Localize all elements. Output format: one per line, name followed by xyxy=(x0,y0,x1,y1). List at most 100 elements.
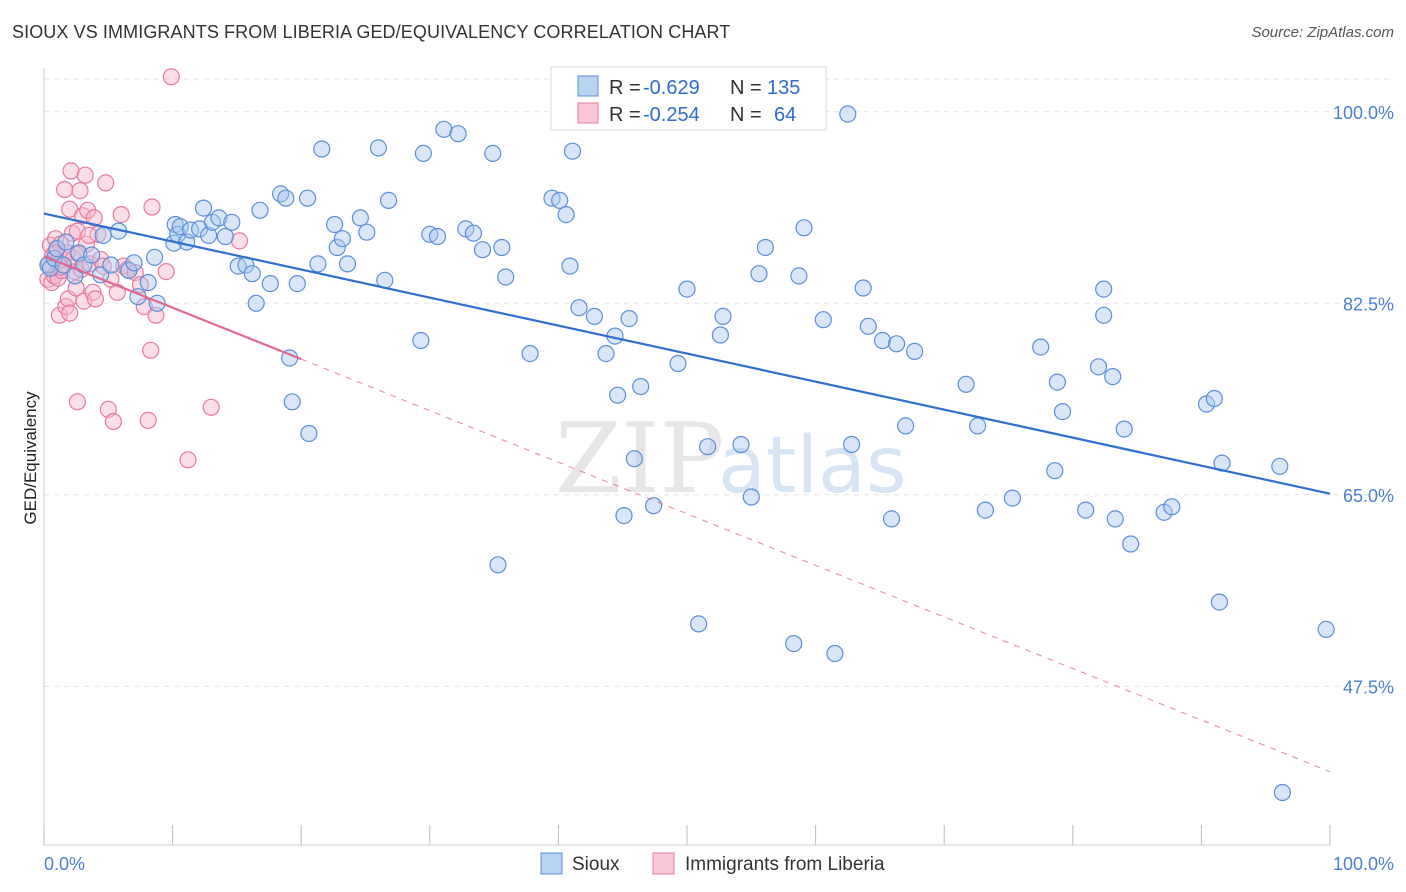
sioux-point xyxy=(261,275,279,293)
liberia-point xyxy=(76,166,94,184)
legend-r-value-liberia: -0.254 xyxy=(643,104,700,126)
sioux-point xyxy=(968,417,987,435)
sioux-point xyxy=(1046,462,1064,480)
sioux-point xyxy=(1095,280,1113,298)
sioux-point xyxy=(139,273,157,292)
sioux-point xyxy=(785,634,803,653)
liberia-trend-line xyxy=(43,255,302,361)
y-tick-label-1: 65.0% xyxy=(1343,486,1394,506)
chart-title: SIOUX VS IMMIGRANTS FROM LIBERIA GED/EQU… xyxy=(12,22,731,42)
sioux-point xyxy=(826,644,844,663)
sioux-point xyxy=(1104,368,1122,386)
sioux-point xyxy=(216,227,234,246)
liberia-point xyxy=(139,411,157,429)
liberia-point xyxy=(104,412,123,431)
sioux-points xyxy=(39,105,1335,802)
liberia-point xyxy=(85,209,103,227)
sioux-point xyxy=(839,105,857,123)
liberia-point xyxy=(97,174,115,192)
sioux-point xyxy=(243,265,261,283)
x-ticks xyxy=(43,825,1331,845)
sioux-point xyxy=(358,223,376,241)
liberia-point xyxy=(50,306,69,324)
source-label: Source: ZipAtlas.com xyxy=(1251,24,1394,41)
sioux-point xyxy=(435,120,453,138)
bottom-legend-label-sioux: Sioux xyxy=(572,854,620,875)
sioux-point xyxy=(57,233,75,251)
sioux-point xyxy=(976,501,995,519)
bottom-legend: Sioux Immigrants from Liberia xyxy=(540,852,885,875)
sioux-point xyxy=(859,317,877,335)
sioux-point xyxy=(223,213,241,231)
legend-n-label-sioux: N = xyxy=(730,77,762,99)
sioux-point xyxy=(82,246,101,264)
sioux-point xyxy=(449,125,467,143)
sioux-point xyxy=(338,255,357,273)
bottom-legend-swatch-liberia xyxy=(652,852,675,875)
sioux-point xyxy=(561,257,579,275)
sioux-point xyxy=(957,375,975,393)
sioux-point xyxy=(473,241,492,259)
sioux-point xyxy=(299,189,317,207)
sioux-point xyxy=(873,331,892,350)
sioux-point xyxy=(1053,403,1072,421)
sioux-point xyxy=(428,227,447,246)
sioux-point xyxy=(678,280,696,298)
liberia-point xyxy=(202,398,220,416)
sioux-point xyxy=(1003,489,1022,507)
sioux-point xyxy=(497,268,515,286)
sioux-point xyxy=(48,240,66,258)
liberia-point xyxy=(162,68,180,86)
sioux-point xyxy=(557,206,575,224)
y-tick-labels: 47.5% 65.0% 82.5% 100.0% xyxy=(1333,103,1394,698)
liberia-point xyxy=(62,162,80,180)
sioux-point xyxy=(1163,498,1181,516)
sioux-point xyxy=(854,279,872,297)
x-tick-label-min: 0.0% xyxy=(44,854,85,874)
bottom-legend-label-liberia: Immigrants from Liberia xyxy=(685,854,885,875)
sioux-point xyxy=(711,326,730,344)
sioux-point xyxy=(1089,358,1108,376)
bottom-legend-swatch-sioux xyxy=(540,852,563,875)
sioux-trend-line xyxy=(43,212,1331,495)
legend-n-value-sioux: 135 xyxy=(767,77,800,99)
sioux-point xyxy=(464,224,483,242)
sioux-point xyxy=(896,417,915,435)
sioux-point xyxy=(489,556,507,574)
sioux-point xyxy=(698,438,717,456)
watermark-atlas: atlas xyxy=(718,421,907,511)
sioux-point xyxy=(1115,420,1133,438)
sioux-point xyxy=(521,345,539,363)
sioux-point xyxy=(790,267,808,285)
sioux-point xyxy=(41,259,60,277)
sioux-point xyxy=(146,248,164,266)
liberia-point xyxy=(157,263,175,281)
sioux-point xyxy=(414,144,432,162)
sioux-point xyxy=(380,191,398,209)
sioux-point xyxy=(597,345,615,363)
sioux-point xyxy=(905,342,924,360)
legend-r-value-sioux: -0.629 xyxy=(643,77,700,99)
sioux-point xyxy=(171,218,189,236)
sioux-point xyxy=(300,424,318,443)
y-tick-label-2: 82.5% xyxy=(1343,294,1394,314)
sioux-point xyxy=(333,230,351,248)
sioux-point xyxy=(551,191,569,209)
liberia-point xyxy=(61,304,79,322)
x-tick-label-max: 100.0% xyxy=(1333,854,1394,874)
sioux-point xyxy=(277,189,295,207)
y-axis-label: GED/Equivalency xyxy=(21,391,40,525)
sioux-point xyxy=(247,294,265,312)
sioux-point xyxy=(608,386,627,404)
sioux-point xyxy=(1122,535,1140,553)
sioux-point xyxy=(1077,501,1095,519)
legend-n-value-liberia: 64 xyxy=(774,104,796,126)
liberia-point xyxy=(135,298,153,316)
sioux-point xyxy=(887,335,906,353)
watermark-zip: ZIP xyxy=(555,403,724,515)
liberia-point xyxy=(81,255,99,273)
sioux-point xyxy=(309,255,327,273)
sioux-point xyxy=(732,435,750,454)
sioux-point xyxy=(1095,306,1113,324)
